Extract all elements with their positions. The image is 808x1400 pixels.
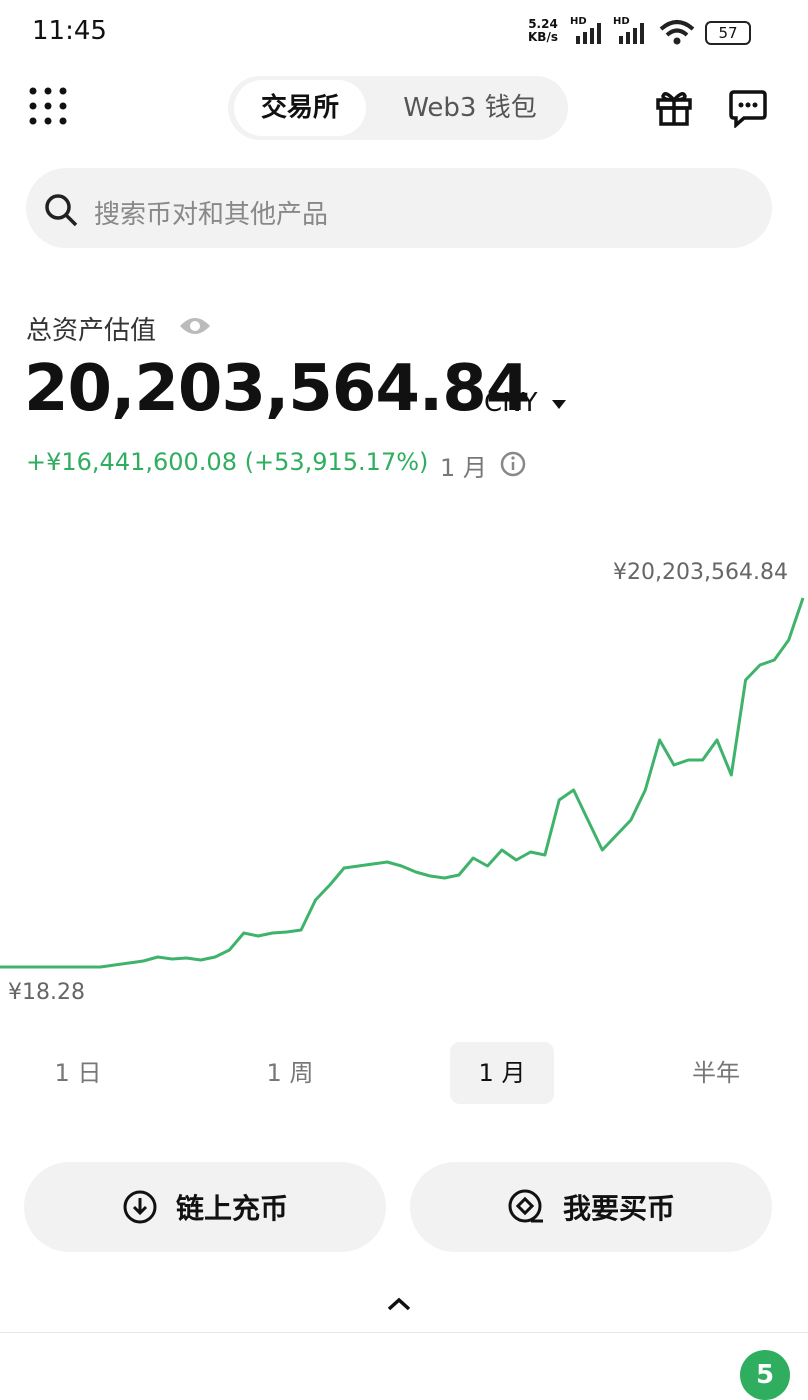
message-icon[interactable] bbox=[728, 88, 768, 128]
buy-icon bbox=[508, 1189, 543, 1223]
tab[interactable]: 交易所 bbox=[234, 80, 366, 136]
status-time: 11:45 bbox=[32, 16, 107, 46]
period-option[interactable]: 半年 bbox=[692, 1059, 740, 1087]
assets-currency[interactable]: CNY bbox=[484, 388, 538, 418]
signal-icon bbox=[576, 23, 601, 44]
chart-min-label: ¥18.28 bbox=[8, 980, 85, 1005]
deposit-icon bbox=[123, 1190, 157, 1224]
assets-change: +¥16,441,600.08 (+53,915.17%) bbox=[26, 448, 429, 476]
expand-icon[interactable] bbox=[386, 1296, 412, 1312]
assets-label: 总资产估值 bbox=[26, 316, 157, 346]
tab[interactable]: Web3 钱包 bbox=[403, 93, 537, 123]
search-placeholder: 搜索币对和其他产品 bbox=[94, 200, 329, 230]
badge[interactable]: 5 bbox=[740, 1350, 790, 1400]
wifi-icon bbox=[659, 20, 695, 45]
menu-icon[interactable] bbox=[28, 86, 70, 128]
assets-amount: 20,203,564.84 bbox=[24, 352, 530, 426]
net-speed-unit: KB/s bbox=[528, 30, 558, 44]
period-option[interactable]: 1 日 bbox=[54, 1059, 102, 1087]
deposit-button[interactable]: 链上充币 bbox=[24, 1162, 386, 1252]
gift-icon[interactable] bbox=[655, 88, 693, 126]
net-speed: 5.24 KB/s bbox=[528, 18, 558, 44]
buy-label: 我要买币 bbox=[562, 1192, 675, 1225]
battery: 57 bbox=[705, 21, 751, 45]
eye-icon[interactable] bbox=[178, 314, 212, 338]
signal-icon bbox=[619, 23, 644, 44]
info-icon[interactable] bbox=[500, 451, 526, 477]
buy-button[interactable]: 我要买币 bbox=[410, 1162, 772, 1252]
period-option[interactable]: 1 周 bbox=[266, 1059, 314, 1087]
asset-chart bbox=[0, 597, 805, 969]
signal-label: HD bbox=[613, 16, 630, 27]
search-bar[interactable] bbox=[26, 168, 772, 248]
asset-line bbox=[0, 597, 805, 969]
signal-label: HD bbox=[570, 16, 587, 27]
divider bbox=[0, 1332, 808, 1333]
net-speed-value: 5.24 bbox=[528, 17, 558, 31]
deposit-label: 链上充币 bbox=[175, 1192, 288, 1225]
change-period: 1 月 bbox=[440, 454, 487, 482]
search-icon bbox=[45, 194, 78, 227]
period-option[interactable]: 1 月 bbox=[450, 1042, 554, 1104]
chart-max-label: ¥20,203,564.84 bbox=[613, 560, 788, 585]
currency-caret[interactable] bbox=[552, 400, 566, 410]
